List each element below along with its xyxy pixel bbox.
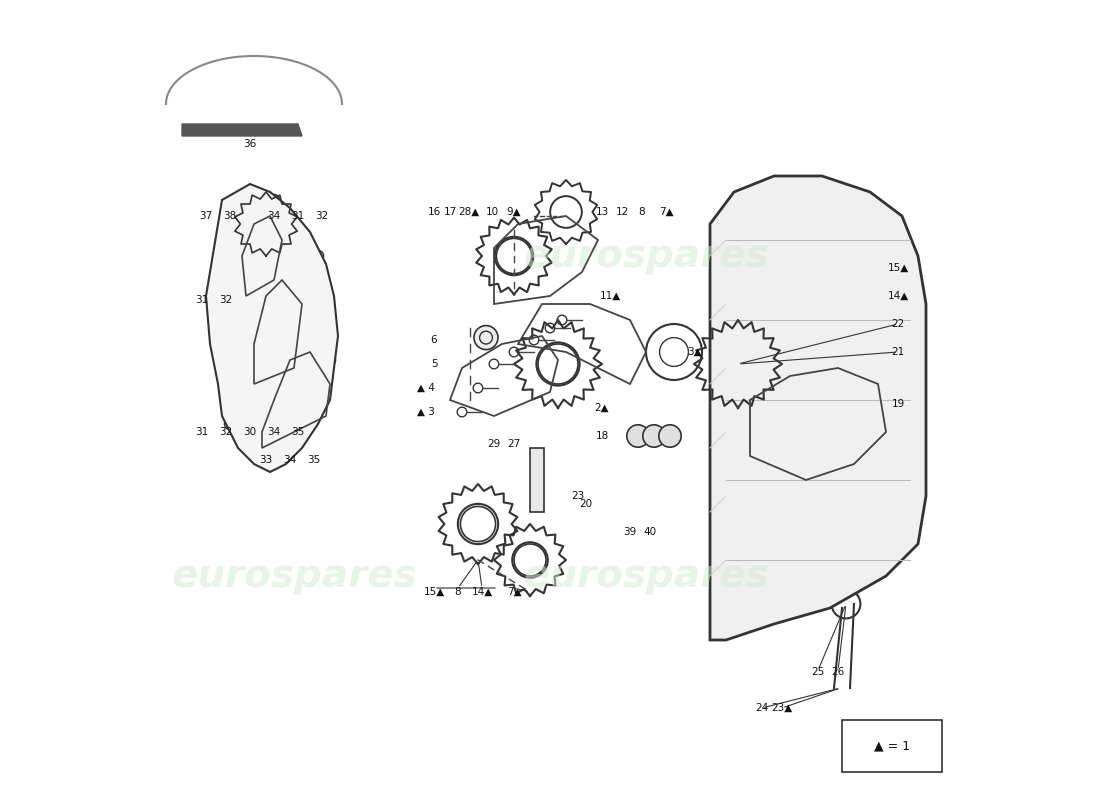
Text: 40: 40 [644,527,657,537]
Text: 27: 27 [507,439,520,449]
Text: 29: 29 [487,439,500,449]
Polygon shape [182,124,302,136]
Text: 20: 20 [580,499,593,509]
Text: 38: 38 [223,211,236,221]
Text: 32: 32 [316,211,329,221]
Circle shape [627,425,649,447]
Text: 35: 35 [307,455,320,465]
Text: 7▲: 7▲ [507,587,521,597]
Text: 13: 13 [595,207,608,217]
Text: 24: 24 [756,703,769,713]
Circle shape [659,425,681,447]
Text: 23: 23 [571,491,584,501]
Text: 3▲: 3▲ [686,347,702,357]
Text: 7▲: 7▲ [659,207,673,217]
Text: 34: 34 [284,455,297,465]
Text: eurospares: eurospares [524,237,769,275]
Text: 8: 8 [639,207,646,217]
Text: 37: 37 [199,211,212,221]
Text: 10: 10 [486,207,499,217]
Bar [530,448,544,512]
Text: 17: 17 [443,207,456,217]
Text: 26: 26 [832,667,845,677]
Polygon shape [710,176,926,640]
Text: 34: 34 [267,211,280,221]
Text: 9▲: 9▲ [507,207,521,217]
Text: eurospares: eurospares [524,557,769,595]
Text: 39: 39 [624,527,637,537]
Text: 31: 31 [196,427,209,437]
Circle shape [642,425,666,447]
Text: 14▲: 14▲ [888,291,909,301]
Text: 14▲: 14▲ [472,587,493,597]
Text: 21: 21 [891,347,904,357]
Text: 23▲: 23▲ [771,703,793,713]
Text: ▲ = 1: ▲ = 1 [874,740,911,753]
Polygon shape [206,184,338,472]
Text: 28▲: 28▲ [458,207,478,217]
Text: 15▲: 15▲ [424,587,444,597]
Text: 19: 19 [891,399,904,409]
Text: 33: 33 [260,455,273,465]
FancyBboxPatch shape [842,720,942,772]
Text: 12: 12 [615,207,628,217]
Text: 22: 22 [891,319,904,329]
Text: 31: 31 [196,295,209,305]
Text: 8: 8 [454,587,461,597]
Text: 15▲: 15▲ [888,263,909,273]
Text: 30: 30 [243,427,256,437]
Circle shape [474,326,498,350]
Text: ▲ 4: ▲ 4 [417,383,434,393]
Text: 36: 36 [243,139,256,149]
Text: ▲ 3: ▲ 3 [417,407,434,417]
Text: 31: 31 [292,211,305,221]
Text: 16: 16 [428,207,441,217]
Text: 6: 6 [431,335,438,345]
Text: 32: 32 [219,295,232,305]
Text: eurospares: eurospares [172,557,417,595]
Text: 11▲: 11▲ [600,291,620,301]
Text: 2▲: 2▲ [595,403,609,413]
Text: 5: 5 [431,359,438,369]
Text: 34: 34 [267,427,280,437]
Text: 35: 35 [292,427,305,437]
Text: 32: 32 [219,427,232,437]
Text: 18: 18 [595,431,608,441]
Text: 25: 25 [812,667,825,677]
